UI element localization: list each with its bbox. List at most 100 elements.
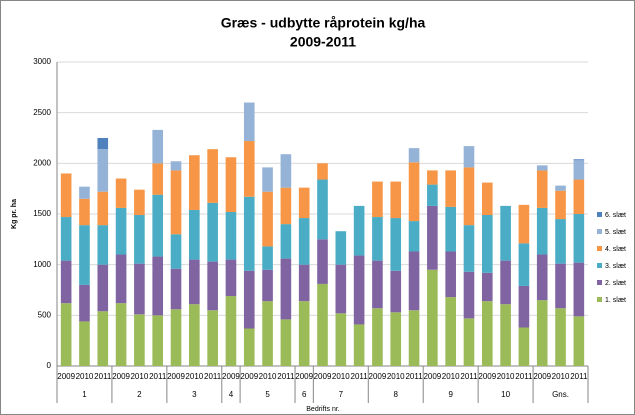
bar-segment [243,270,255,329]
bar-segment [463,318,475,366]
x-tick-label: 2010 [387,372,405,381]
bar-segment [372,217,383,261]
x-tick-label: 2011 [515,372,533,381]
x-tick-label: 2009 [369,372,387,381]
bar-segment [134,263,145,315]
bar-segment [555,219,566,264]
bar-segment [262,301,273,366]
y-tick-label: 2000 [33,158,51,167]
x-tick-label: 2010 [259,372,277,381]
bar-segment [97,191,109,226]
y-tick-label: 1500 [33,209,51,218]
x-tick-label: 2009 [314,372,332,381]
bar-segment [79,284,90,322]
bar-segment [481,301,493,366]
bar-segment [390,181,402,219]
bar-segment [207,310,218,366]
x-axis-label: Bedrifts nr. [306,406,340,413]
bar-segment [170,161,182,171]
bar-segment [60,260,72,304]
bar-segment [280,154,292,188]
x-tick-label: 2009 [295,372,313,381]
x-tick-label: 2009 [167,372,185,381]
bar-segment [500,260,511,305]
group-label: 7 [339,390,344,399]
bar-segment [481,182,493,216]
bar-segment [536,254,548,301]
bar-segment [518,243,530,286]
bar-segment [536,165,548,171]
x-tick-label: 2009 [222,372,240,381]
y-axis-label: Kg pr. ha [11,199,18,229]
bar-segment [60,303,72,366]
bar-segment [573,316,585,366]
bar-segment [573,262,585,317]
bar-segment [372,181,383,218]
legend-swatch [597,212,602,217]
bar-segment [60,173,72,218]
bar-segment [134,189,145,216]
bar-segment [207,202,218,262]
legend-label: 1. slæt [605,297,626,304]
group-label: 10 [501,390,510,399]
x-tick-label: 2011 [149,372,167,381]
bar-segment [427,205,438,270]
group-label: 6 [302,390,307,399]
bar-segment [262,191,273,247]
bar-segment [170,234,182,269]
bar-segment [353,205,365,256]
bar-segment [189,155,200,210]
bar-segment [408,221,420,252]
bar-segment [280,187,292,225]
bar-segment [445,297,456,366]
bar-segment [427,184,438,206]
bar-segment [536,207,548,255]
legend-swatch [597,297,602,302]
bar-segment [97,138,109,150]
bar-segment [573,160,585,180]
x-tick-label: 2010 [442,372,460,381]
bar-segment [335,313,347,366]
x-tick-label: 2011 [94,372,112,381]
bar-segment [79,321,90,366]
bar-segment [500,205,511,261]
bar-segment [79,225,90,285]
bar-segment [536,300,548,366]
bar-segment [280,258,292,320]
bar-segment [189,304,200,366]
bar-segment [353,255,365,325]
bar-segment [555,185,566,191]
bar-segment [243,328,255,366]
bar-segment [555,263,566,309]
y-tick-label: 2500 [33,108,51,117]
x-tick-label: 2011 [405,372,423,381]
legend-swatch [597,263,602,268]
x-tick-label: 2011 [277,372,295,381]
bar-segment [335,264,347,314]
group-label: 4 [229,390,234,399]
bar-segment [463,225,475,272]
bar-segment [445,251,456,298]
bar-segment [445,206,456,252]
legend-label: 3. slæt [605,263,626,270]
bar-segment [152,194,164,257]
group-label: 3 [192,390,197,399]
group-label: 9 [448,390,453,399]
bar-segment [115,303,127,366]
x-tick-label: 2010 [130,372,148,381]
bar-segment [225,296,237,366]
bar-segment [372,308,383,366]
bar-segment [243,141,255,197]
bar-segment [115,207,127,255]
x-tick-label: 2010 [185,372,203,381]
x-tick-label: 2009 [423,372,441,381]
bar-segment [280,224,292,259]
bar-segment [189,259,200,305]
bar-segment [134,215,145,264]
bar-segment [280,319,292,366]
legend-label: 6. slæt [605,212,626,219]
legend-label: 2. slæt [605,280,626,287]
bar-segment [115,254,127,304]
bar-segment [555,308,566,366]
